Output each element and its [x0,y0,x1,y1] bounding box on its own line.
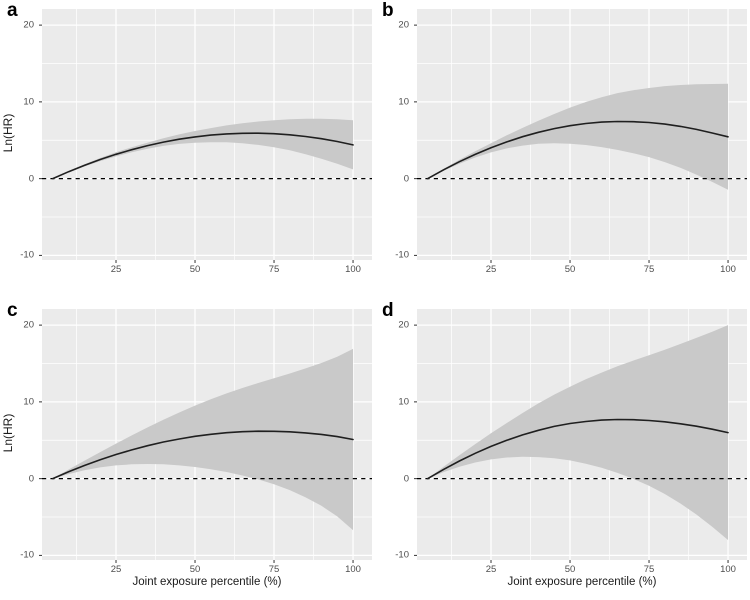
fitted-curve [52,132,354,180]
panel-label-c: c [7,300,18,321]
x-tick-label: 50 [564,564,576,575]
confidence-ribbon [427,325,728,540]
x-tick-label: 75 [268,564,280,575]
x-axis-title: Joint exposure percentile (%) [507,576,657,588]
y-tick-label: 10 [398,96,409,108]
y-tick-label: 0 [403,472,409,484]
x-tick-label: 75 [643,564,655,575]
y-tick-label: 10 [23,96,34,108]
x-tick-label: 50 [189,564,201,575]
y-tick-label: 20 [23,19,34,31]
plot-area-d [414,309,747,563]
panel-label-d: d [382,300,394,321]
x-tick-label: 100 [345,564,361,575]
x-tick-label: 25 [110,564,122,575]
fitted-curve [427,120,729,180]
x-tick-label: 100 [720,564,736,575]
x-axis-title: Joint exposure percentile (%) [132,576,282,588]
subplot-a: a Ln(HR) 20 10 0 -10 25 50 75 100 [0,0,375,300]
y-tick-label: 10 [23,396,34,408]
confidence-ribbon [427,83,728,190]
panel-label-a: a [7,0,18,21]
subplot-b: b 20 10 0 -10 25 50 75 100 [375,0,750,300]
y-tick-label: -10 [395,549,409,561]
y-tick-label: 0 [403,172,409,184]
x-tick-label: 100 [720,264,736,275]
fitted-curve [427,418,729,480]
x-tick-label: 50 [564,264,576,275]
fitted-curve [52,430,354,480]
x-tick-label: 25 [485,264,497,275]
panel-label-b: b [382,0,394,21]
y-tick-label: 0 [28,472,34,484]
y-tick-label: 10 [398,396,409,408]
y-tick-label: 20 [23,319,34,331]
y-tick-label: -10 [20,549,34,561]
x-tick-label: 75 [268,264,280,275]
y-tick-label: 20 [398,319,409,331]
plot-area-b [414,9,747,263]
y-tick-label: 0 [28,172,34,184]
x-tick-label: 75 [643,264,655,275]
y-tick-label: 20 [398,19,409,31]
x-tick-label: 100 [345,264,361,275]
y-tick-label: -10 [20,249,34,261]
subplot-c: c Ln(HR) Joint exposure percentile (%) 2… [0,300,375,600]
x-tick-label: 25 [110,264,122,275]
x-tick-label: 50 [189,264,201,275]
confidence-ribbon [52,348,354,531]
x-tick-label: 25 [485,564,497,575]
subplot-d: d Joint exposure percentile (%) 20 10 0 -10… [375,300,750,600]
plot-area-a [39,9,372,263]
plot-area-c [39,309,372,563]
y-tick-label: -10 [395,249,409,261]
